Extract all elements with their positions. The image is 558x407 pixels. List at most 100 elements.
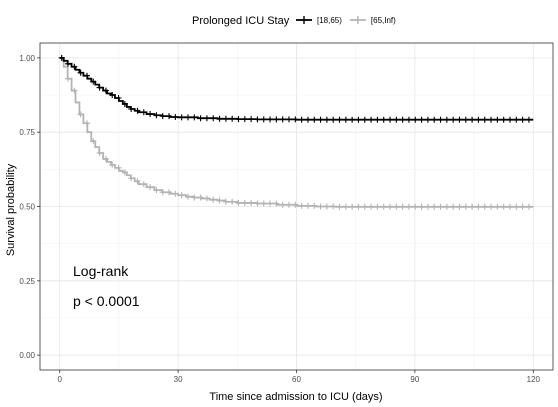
censor-mark [216,197,223,204]
censor-mark [77,69,84,76]
censor-mark [134,107,141,114]
censor-mark [191,194,198,201]
censor-mark [418,203,425,210]
censor-mark [450,116,457,123]
censor-mark [349,203,356,210]
x-tick-label: 60 [292,375,301,384]
censor-mark [494,203,501,210]
censor-mark [355,116,362,123]
x-tick-label: 0 [58,375,63,384]
censor-mark [317,203,324,210]
censor-mark [279,116,286,123]
censor-mark [260,116,267,123]
censor-mark [102,87,109,94]
censor-mark [475,203,482,210]
y-tick-label: 0.50 [19,203,35,212]
censor-mark [424,203,431,210]
legend-label: [18,65) [317,16,342,25]
censor-mark [235,116,242,123]
censor-mark [481,116,488,123]
censor-mark [115,164,122,171]
censor-mark [254,116,261,123]
censor-mark [229,198,236,205]
censor-mark [323,116,330,123]
x-tick-label: 30 [174,375,183,384]
censor-mark [475,116,482,123]
x-axis-title: Time since admission to ICU (days) [209,391,382,403]
censor-mark [380,116,387,123]
censor-mark [90,78,97,85]
legend-title: Prolonged ICU Stay [192,15,290,27]
censor-mark [203,195,210,202]
series-layer [58,54,534,210]
censor-mark [393,203,400,210]
censor-mark [456,203,463,210]
censor-mark [374,116,381,123]
censor-mark [166,189,173,196]
annotation-p-value: p < 0.0001 [73,293,140,309]
censor-mark [469,116,476,123]
censor-mark [140,109,147,116]
censor-mark [412,116,419,123]
censor-mark [216,115,223,122]
censor-mark [342,203,349,210]
censor-mark [128,105,135,112]
censor-mark [65,60,72,67]
censor-mark [241,116,248,123]
censor-mark [241,199,248,206]
censor-mark [248,199,255,206]
censor-mark [488,203,495,210]
censor-mark [311,202,318,209]
censor-mark [393,116,400,123]
censor-mark [525,203,532,210]
censor-mark [159,113,166,120]
censor-mark [134,178,141,185]
censor-mark [210,115,217,122]
censor-mark [519,203,526,210]
censor-mark [210,196,217,203]
y-tick-label: 0.00 [19,351,35,360]
censor-mark [330,203,337,210]
censor-mark [121,169,128,176]
censor-mark [387,203,394,210]
censor-mark [222,198,229,205]
censor-mark [387,116,394,123]
x-tick-label: 120 [527,375,541,384]
censor-mark [235,199,242,206]
censor-mark [336,203,343,210]
censor-mark [298,116,305,123]
censor-mark [191,114,198,121]
censor-mark [273,116,280,123]
censor-mark [71,87,78,94]
censor-mark [159,189,166,196]
annotation-log-rank: Log-rank [73,263,129,279]
y-tick-label: 0.25 [19,277,35,286]
legend-entry-1: [65,Inf) [349,16,396,25]
censor-mark [317,116,324,123]
censor-mark [500,203,507,210]
censor-mark [229,115,236,122]
censor-mark [311,116,318,123]
censor-marks-0 [58,54,532,123]
censor-mark [279,201,286,208]
censor-mark [184,193,191,200]
censor-mark [513,203,520,210]
censor-mark [286,116,293,123]
censor-mark [197,115,204,122]
censor-mark [197,194,204,201]
censor-mark [336,116,343,123]
censor-mark [368,116,375,123]
censor-mark [368,203,375,210]
censor-mark [178,192,185,199]
censor-mark [481,203,488,210]
censor-mark [109,161,116,168]
censor-mark [153,112,160,119]
censor-mark [342,116,349,123]
y-tick-label: 1.00 [19,54,35,63]
censor-mark [462,203,469,210]
censor-mark [273,200,280,207]
legend-label: [65,Inf) [371,16,396,25]
censor-mark [443,203,450,210]
censor-mark [298,202,305,209]
x-axis: 0 30 60 90 120 [58,370,541,384]
